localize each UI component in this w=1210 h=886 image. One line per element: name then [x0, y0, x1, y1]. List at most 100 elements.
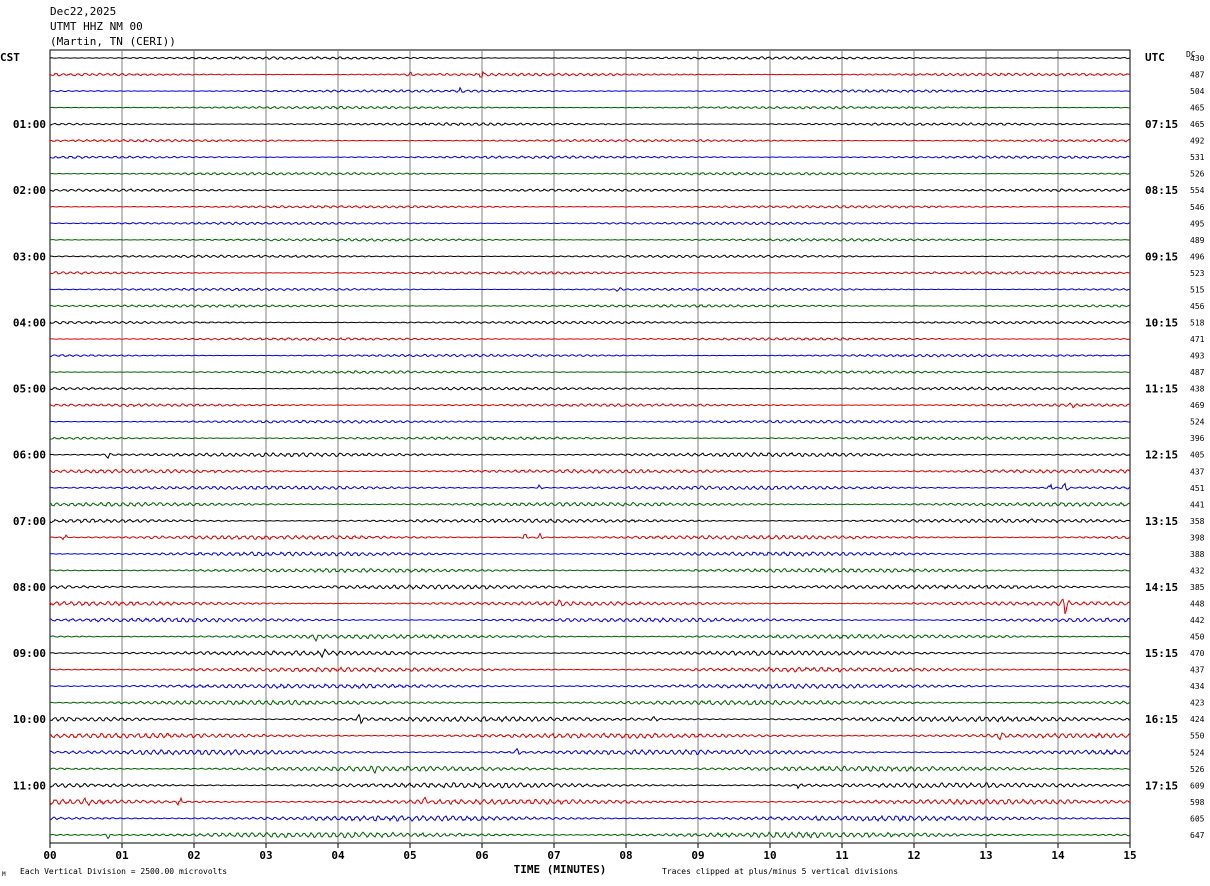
- dc-offset-label: 550: [1190, 732, 1205, 741]
- dc-offset-label: 398: [1190, 533, 1205, 542]
- cst-hour-label: 01:00: [13, 118, 46, 131]
- trace-line: [49, 713, 1131, 725]
- x-tick-label: 06: [475, 849, 489, 862]
- cst-hour-label: 11:00: [13, 779, 46, 792]
- trace-line: [49, 122, 1131, 126]
- dc-offset-label: 432: [1190, 566, 1205, 575]
- x-tick-label: 15: [1123, 849, 1136, 862]
- dc-offset-label: 450: [1190, 633, 1205, 642]
- trace-line: [49, 105, 1131, 110]
- x-tick-label: 09: [691, 849, 704, 862]
- trace-line: [49, 402, 1131, 409]
- dc-offset-label: 396: [1190, 434, 1205, 443]
- trace-line: [49, 204, 1131, 209]
- dc-offset-label: 496: [1190, 252, 1205, 261]
- cst-hour-label: 09:00: [13, 647, 46, 660]
- trace-line: [49, 370, 1131, 374]
- dc-offset-label: 465: [1190, 104, 1205, 113]
- cst-hour-label: 08:00: [13, 581, 46, 594]
- dc-label: DC: [1186, 50, 1196, 59]
- x-tick-label: 02: [187, 849, 200, 862]
- trace-line: [49, 188, 1131, 193]
- trace-line: [49, 171, 1131, 176]
- cst-hour-label: 10:00: [13, 713, 46, 726]
- cst-hour-label: 04:00: [13, 316, 46, 329]
- location-label: (Martin, TN (CERI)): [50, 35, 176, 48]
- dc-offset-label: 605: [1190, 814, 1205, 823]
- dc-offset-label: 523: [1190, 269, 1205, 278]
- trace-line: [49, 482, 1131, 491]
- trace-line: [49, 831, 1131, 840]
- trace-line: [49, 567, 1131, 574]
- dc-offset-label: 442: [1190, 616, 1205, 625]
- utc-label: UTC: [1145, 51, 1165, 64]
- trace-line: [49, 71, 1131, 78]
- dc-offset-label: 524: [1190, 748, 1205, 757]
- dc-offset-label: 609: [1190, 781, 1205, 790]
- trace-line: [49, 814, 1131, 822]
- dc-offset-label: 515: [1190, 285, 1205, 294]
- utc-hour-label: 14:15: [1145, 581, 1178, 594]
- dc-offset-label: 423: [1190, 699, 1205, 708]
- cst-hour-label: 05:00: [13, 383, 46, 396]
- dc-offset-label: 493: [1190, 352, 1205, 361]
- utc-hour-label: 09:15: [1145, 250, 1178, 263]
- trace-line: [49, 353, 1131, 358]
- trace-line: [49, 598, 1131, 614]
- corner-mark: M: [2, 871, 6, 878]
- x-axis-label: TIME (MINUTES): [514, 863, 607, 876]
- dc-offset-label: 470: [1190, 649, 1205, 658]
- dc-offset-label: 495: [1190, 219, 1205, 228]
- utc-hour-label: 11:15: [1145, 383, 1178, 396]
- date-label: Dec22,2025: [50, 5, 117, 18]
- trace-line: [49, 518, 1131, 524]
- plot-frame: [49, 49, 1131, 844]
- dc-offset-label: 437: [1190, 467, 1205, 476]
- dc-offset-label: 647: [1190, 831, 1205, 840]
- dc-offset-label: 405: [1190, 451, 1205, 460]
- x-tick-label: 14: [1051, 849, 1065, 862]
- dc-offset-label: 526: [1190, 765, 1205, 774]
- x-tick-label: 11: [835, 849, 849, 862]
- trace-line: [49, 532, 1131, 541]
- utc-hour-label: 08:15: [1145, 184, 1178, 197]
- dc-offset-label: 469: [1190, 401, 1205, 410]
- x-tick-label: 12: [907, 849, 920, 862]
- cst-hour-label: 03:00: [13, 250, 46, 263]
- trace-line: [49, 320, 1131, 325]
- utc-hour-label: 15:15: [1145, 647, 1178, 660]
- x-tick-label: 08: [619, 849, 632, 862]
- trace-line: [49, 86, 1131, 93]
- x-tick-label: 03: [259, 849, 272, 862]
- x-tick-label: 10: [763, 849, 776, 862]
- dc-offset-label: 471: [1190, 335, 1205, 344]
- dc-offset-label: 546: [1190, 203, 1205, 212]
- dc-offset-label: 526: [1190, 170, 1205, 179]
- dc-offset-label: 441: [1190, 500, 1205, 509]
- dc-offset-label: 451: [1190, 484, 1205, 493]
- trace-line: [49, 796, 1131, 807]
- utc-hour-label: 12:15: [1145, 449, 1178, 462]
- trace-line: [49, 254, 1131, 259]
- cst-hour-label: 02:00: [13, 184, 46, 197]
- station-label: UTMT HHZ NM 00: [50, 20, 143, 33]
- dc-offset-label: 385: [1190, 583, 1205, 592]
- division-note: Each Vertical Division = 2500.00 microvo…: [20, 867, 228, 876]
- dc-offset-label: 430: [1190, 54, 1205, 63]
- x-tick-label: 13: [979, 849, 992, 862]
- x-tick-label: 00: [43, 849, 56, 862]
- trace-line: [49, 782, 1131, 790]
- trace-line: [49, 584, 1131, 590]
- trace-line: [49, 287, 1131, 293]
- dc-offset-label: 487: [1190, 368, 1205, 377]
- trace-line: [49, 551, 1131, 557]
- utc-hour-label: 16:15: [1145, 713, 1178, 726]
- dc-offset-label: 518: [1190, 318, 1205, 327]
- utc-hour-label: 17:15: [1145, 779, 1178, 792]
- trace-line: [49, 765, 1131, 775]
- dc-offset-label: 438: [1190, 385, 1205, 394]
- dc-offset-label: 448: [1190, 599, 1205, 608]
- trace-line: [49, 238, 1131, 242]
- dc-offset-label: 424: [1190, 715, 1205, 724]
- dc-offset-label: 524: [1190, 418, 1205, 427]
